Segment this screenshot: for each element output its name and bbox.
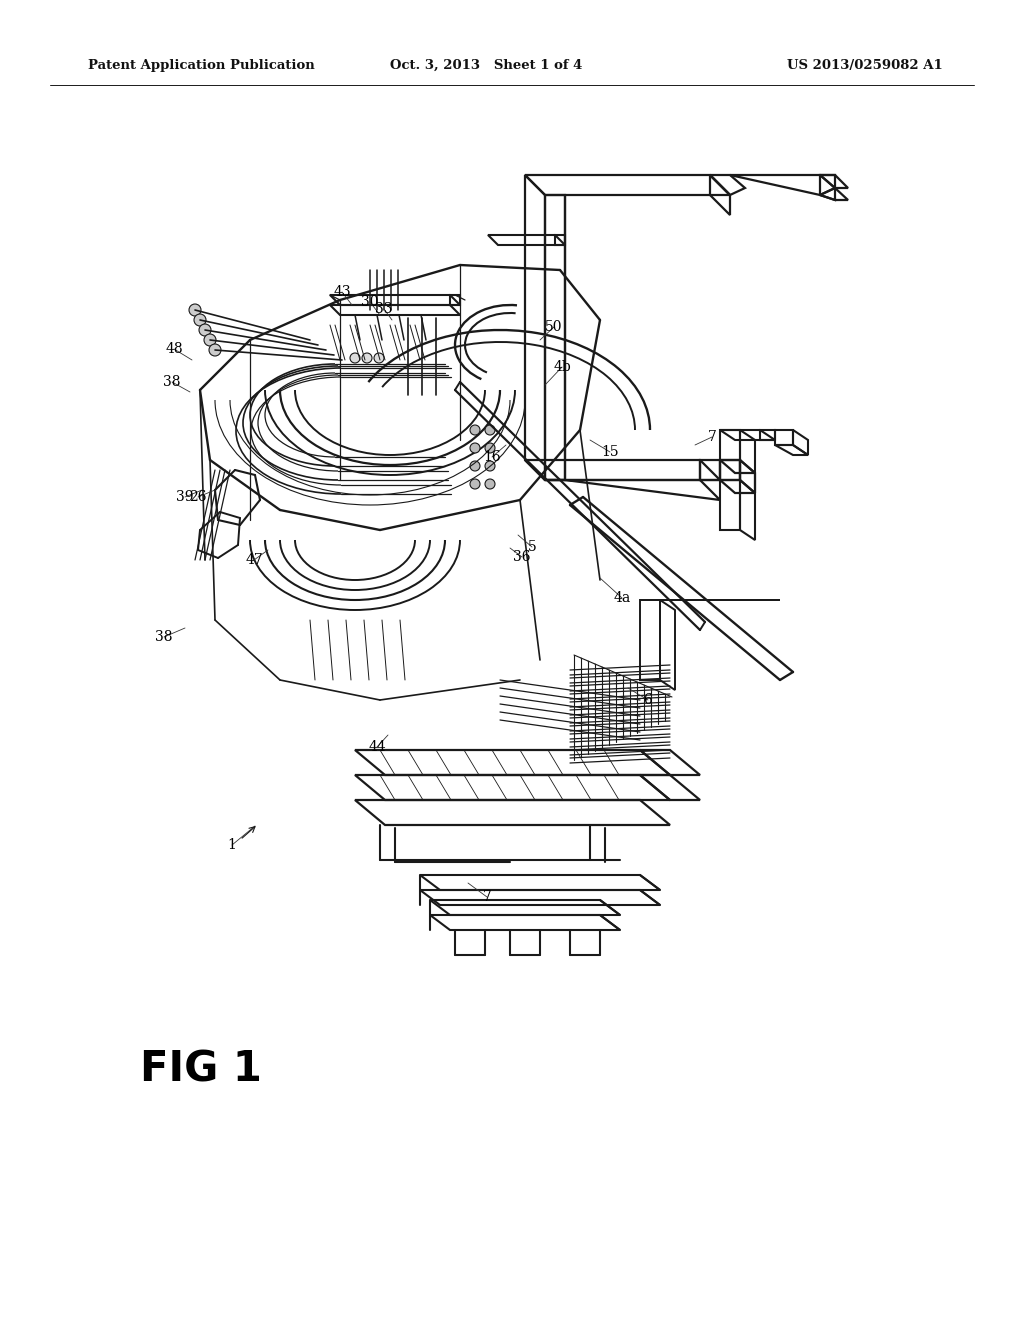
Text: 1: 1 — [227, 838, 237, 851]
Text: 6: 6 — [644, 693, 652, 708]
Text: US 2013/0259082 A1: US 2013/0259082 A1 — [787, 58, 943, 71]
Circle shape — [374, 352, 384, 363]
Text: 47: 47 — [245, 553, 263, 568]
Circle shape — [485, 479, 495, 488]
Circle shape — [209, 345, 221, 356]
Text: Oct. 3, 2013   Sheet 1 of 4: Oct. 3, 2013 Sheet 1 of 4 — [390, 58, 583, 71]
Text: 7: 7 — [482, 890, 492, 904]
Circle shape — [470, 444, 480, 453]
Text: 30: 30 — [361, 294, 379, 309]
Text: 39: 39 — [176, 490, 194, 504]
Circle shape — [470, 425, 480, 436]
Text: 38: 38 — [163, 375, 181, 389]
Circle shape — [199, 323, 211, 337]
Circle shape — [189, 304, 201, 315]
Circle shape — [194, 314, 206, 326]
Text: 38: 38 — [156, 630, 173, 644]
Text: 36: 36 — [513, 550, 530, 564]
Circle shape — [204, 334, 216, 346]
Circle shape — [485, 461, 495, 471]
Text: 26: 26 — [189, 490, 207, 504]
Text: 50: 50 — [545, 319, 563, 334]
Circle shape — [350, 352, 360, 363]
Circle shape — [485, 425, 495, 436]
Circle shape — [362, 352, 372, 363]
Text: 16: 16 — [483, 450, 501, 465]
Text: 48: 48 — [165, 342, 183, 356]
Text: Patent Application Publication: Patent Application Publication — [88, 58, 314, 71]
Text: 4b: 4b — [553, 360, 570, 374]
Circle shape — [485, 444, 495, 453]
Text: 15: 15 — [601, 445, 618, 459]
Text: FIG 1: FIG 1 — [140, 1049, 262, 1092]
Text: 4a: 4a — [613, 591, 631, 605]
Circle shape — [470, 479, 480, 488]
Text: 44: 44 — [368, 741, 386, 754]
Text: 5: 5 — [527, 540, 537, 554]
Text: 7: 7 — [708, 430, 717, 444]
Text: 33: 33 — [375, 302, 393, 315]
Circle shape — [470, 461, 480, 471]
Text: 43: 43 — [333, 285, 351, 300]
